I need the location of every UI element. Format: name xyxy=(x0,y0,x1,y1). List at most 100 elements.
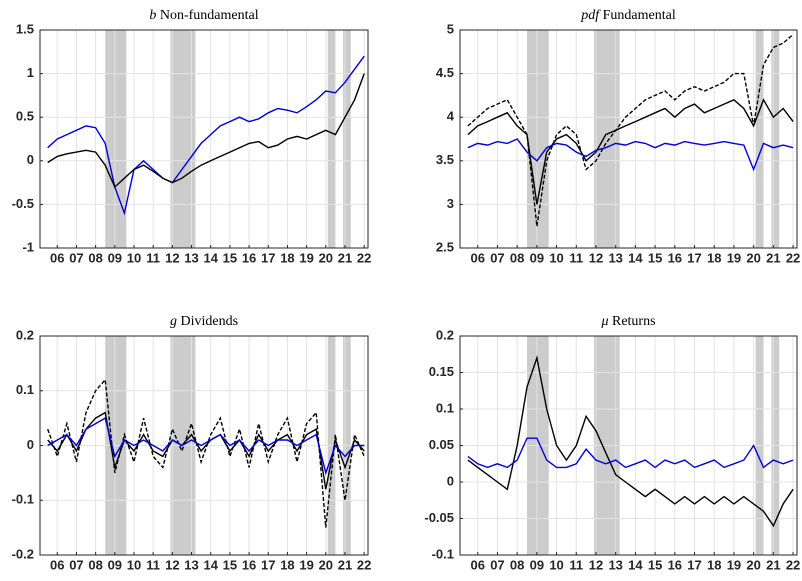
x-tick-label: 22 xyxy=(357,250,371,265)
shaded-period xyxy=(755,30,764,248)
y-tick-label: 3 xyxy=(447,196,454,211)
y-tick-label: 5 xyxy=(447,21,454,36)
shaded-period xyxy=(327,30,336,248)
x-tick-label: 10 xyxy=(127,250,141,265)
shaded-period xyxy=(343,30,351,248)
y-tick-label: -0.5 xyxy=(12,196,34,211)
y-tick-label: -0.2 xyxy=(12,546,34,561)
chart-title: g Dividends xyxy=(170,314,238,329)
title-symbol: g xyxy=(170,314,177,329)
x-tick-label: 09 xyxy=(108,557,122,572)
panel: 06 07 08 09 10 11 12 13 14 15 16 17 18 19 20 21 22 2.5 3 3.… xyxy=(436,8,800,265)
x-tick-label: 20 xyxy=(746,557,760,572)
x-tick-label: 09 xyxy=(108,250,122,265)
y-tick-label: 0.15 xyxy=(429,364,454,379)
x-tick-label: 13 xyxy=(608,250,622,265)
x-tick-label: 12 xyxy=(589,250,603,265)
y-tick-label: 0 xyxy=(27,437,34,452)
x-tick-label: 09 xyxy=(530,557,544,572)
y-tick-label: -0.05 xyxy=(424,510,454,525)
x-tick-label: 17 xyxy=(261,250,275,265)
x-tick-label: 08 xyxy=(510,557,524,572)
x-tick-label: 14 xyxy=(203,557,218,572)
y-tick-label: 4.5 xyxy=(436,65,454,80)
axes-box xyxy=(459,335,798,556)
panel: 06 07 08 09 10 11 12 13 14 15 16 17 18 19 20 21 22 -0.1 -0… xyxy=(424,314,800,572)
x-tick-label: 08 xyxy=(88,557,102,572)
x-tick-label: 18 xyxy=(707,250,721,265)
series-line xyxy=(467,33,794,227)
x-tick-label: 10 xyxy=(549,557,563,572)
plot-area xyxy=(460,30,797,248)
x-tick-label: 20 xyxy=(319,557,333,572)
x-tick-label: 19 xyxy=(299,557,313,572)
x-tick-label: 07 xyxy=(490,250,504,265)
x-tick-label: 21 xyxy=(338,557,352,572)
x-tick-label: 19 xyxy=(727,557,741,572)
series-line xyxy=(47,55,365,216)
x-tick-label: 11 xyxy=(146,250,160,265)
shaded-period xyxy=(527,30,549,248)
title-symbol: pdf xyxy=(580,8,601,23)
x-tick-label: 16 xyxy=(668,557,682,572)
y-tick-label: 0.5 xyxy=(16,109,34,124)
x-tick-label: 09 xyxy=(530,250,544,265)
y-tick-label: 2.5 xyxy=(436,239,454,254)
x-tick-label: 17 xyxy=(687,250,701,265)
x-tick-label: 08 xyxy=(510,250,524,265)
x-tick-label: 18 xyxy=(280,557,294,572)
chart-title: pdf Fundamental xyxy=(580,8,676,23)
x-tick-label: 19 xyxy=(299,250,313,265)
x-tick-label: 15 xyxy=(648,557,662,572)
series-line xyxy=(47,378,365,528)
y-tick-label: 0.2 xyxy=(436,327,454,342)
x-tick-label: 11 xyxy=(569,557,583,572)
y-tick-label: 0 xyxy=(447,473,454,488)
x-tick-label: 06 xyxy=(471,250,485,265)
x-tick-label: 21 xyxy=(338,250,352,265)
axes-box xyxy=(459,29,798,249)
title-text: Non-fundamental xyxy=(160,8,259,23)
x-tick-label: 13 xyxy=(184,557,198,572)
series-line xyxy=(467,355,794,528)
chart-title: b Non-fundamental xyxy=(149,8,258,23)
title-symbol: μ xyxy=(600,314,608,329)
x-tick-label: 07 xyxy=(69,557,83,572)
x-tick-label: 22 xyxy=(357,557,371,572)
x-tick-label: 08 xyxy=(88,250,102,265)
axes-box xyxy=(39,335,369,556)
x-tick-label: 17 xyxy=(687,557,701,572)
x-tick-label: 14 xyxy=(628,250,643,265)
x-tick-label: 15 xyxy=(648,250,662,265)
y-tick-label: -0.1 xyxy=(432,546,454,561)
x-tick-label: 22 xyxy=(786,250,800,265)
x-tick-label: 11 xyxy=(569,250,583,265)
x-tick-label: 21 xyxy=(766,250,780,265)
y-tick-label: 4 xyxy=(447,109,455,124)
x-tick-label: 19 xyxy=(727,250,741,265)
x-tick-label: 17 xyxy=(261,557,275,572)
panel: 06 07 08 09 10 11 12 13 14 15 16 17 18 19 20 21 22-1-0.5… xyxy=(12,8,372,265)
y-tick-label: 0.2 xyxy=(16,327,34,342)
x-tick-label: 13 xyxy=(608,557,622,572)
x-tick-label: 22 xyxy=(786,557,800,572)
title-text: Returns xyxy=(612,314,656,329)
x-tick-label: 10 xyxy=(549,250,563,265)
panel: 06 07 08 09 10 11 12 13 14 15 16 17 18 19 20 21 22 -0.2 -0… xyxy=(12,314,372,572)
x-tick-label: 12 xyxy=(165,250,179,265)
y-tick-label: 1 xyxy=(27,65,34,80)
series-line xyxy=(47,417,365,476)
x-tick-label: 10 xyxy=(127,557,141,572)
x-tick-label: 13 xyxy=(184,250,198,265)
x-tick-label: 16 xyxy=(242,557,256,572)
x-tick-label: 06 xyxy=(471,557,485,572)
x-tick-label: 16 xyxy=(668,250,682,265)
y-tick-label: 1.5 xyxy=(16,21,34,36)
y-tick-label: 3.5 xyxy=(436,152,454,167)
series-line xyxy=(467,437,794,469)
x-tick-label: 12 xyxy=(589,557,603,572)
x-tick-label: 07 xyxy=(490,557,504,572)
x-tick-label: 06 xyxy=(50,557,64,572)
